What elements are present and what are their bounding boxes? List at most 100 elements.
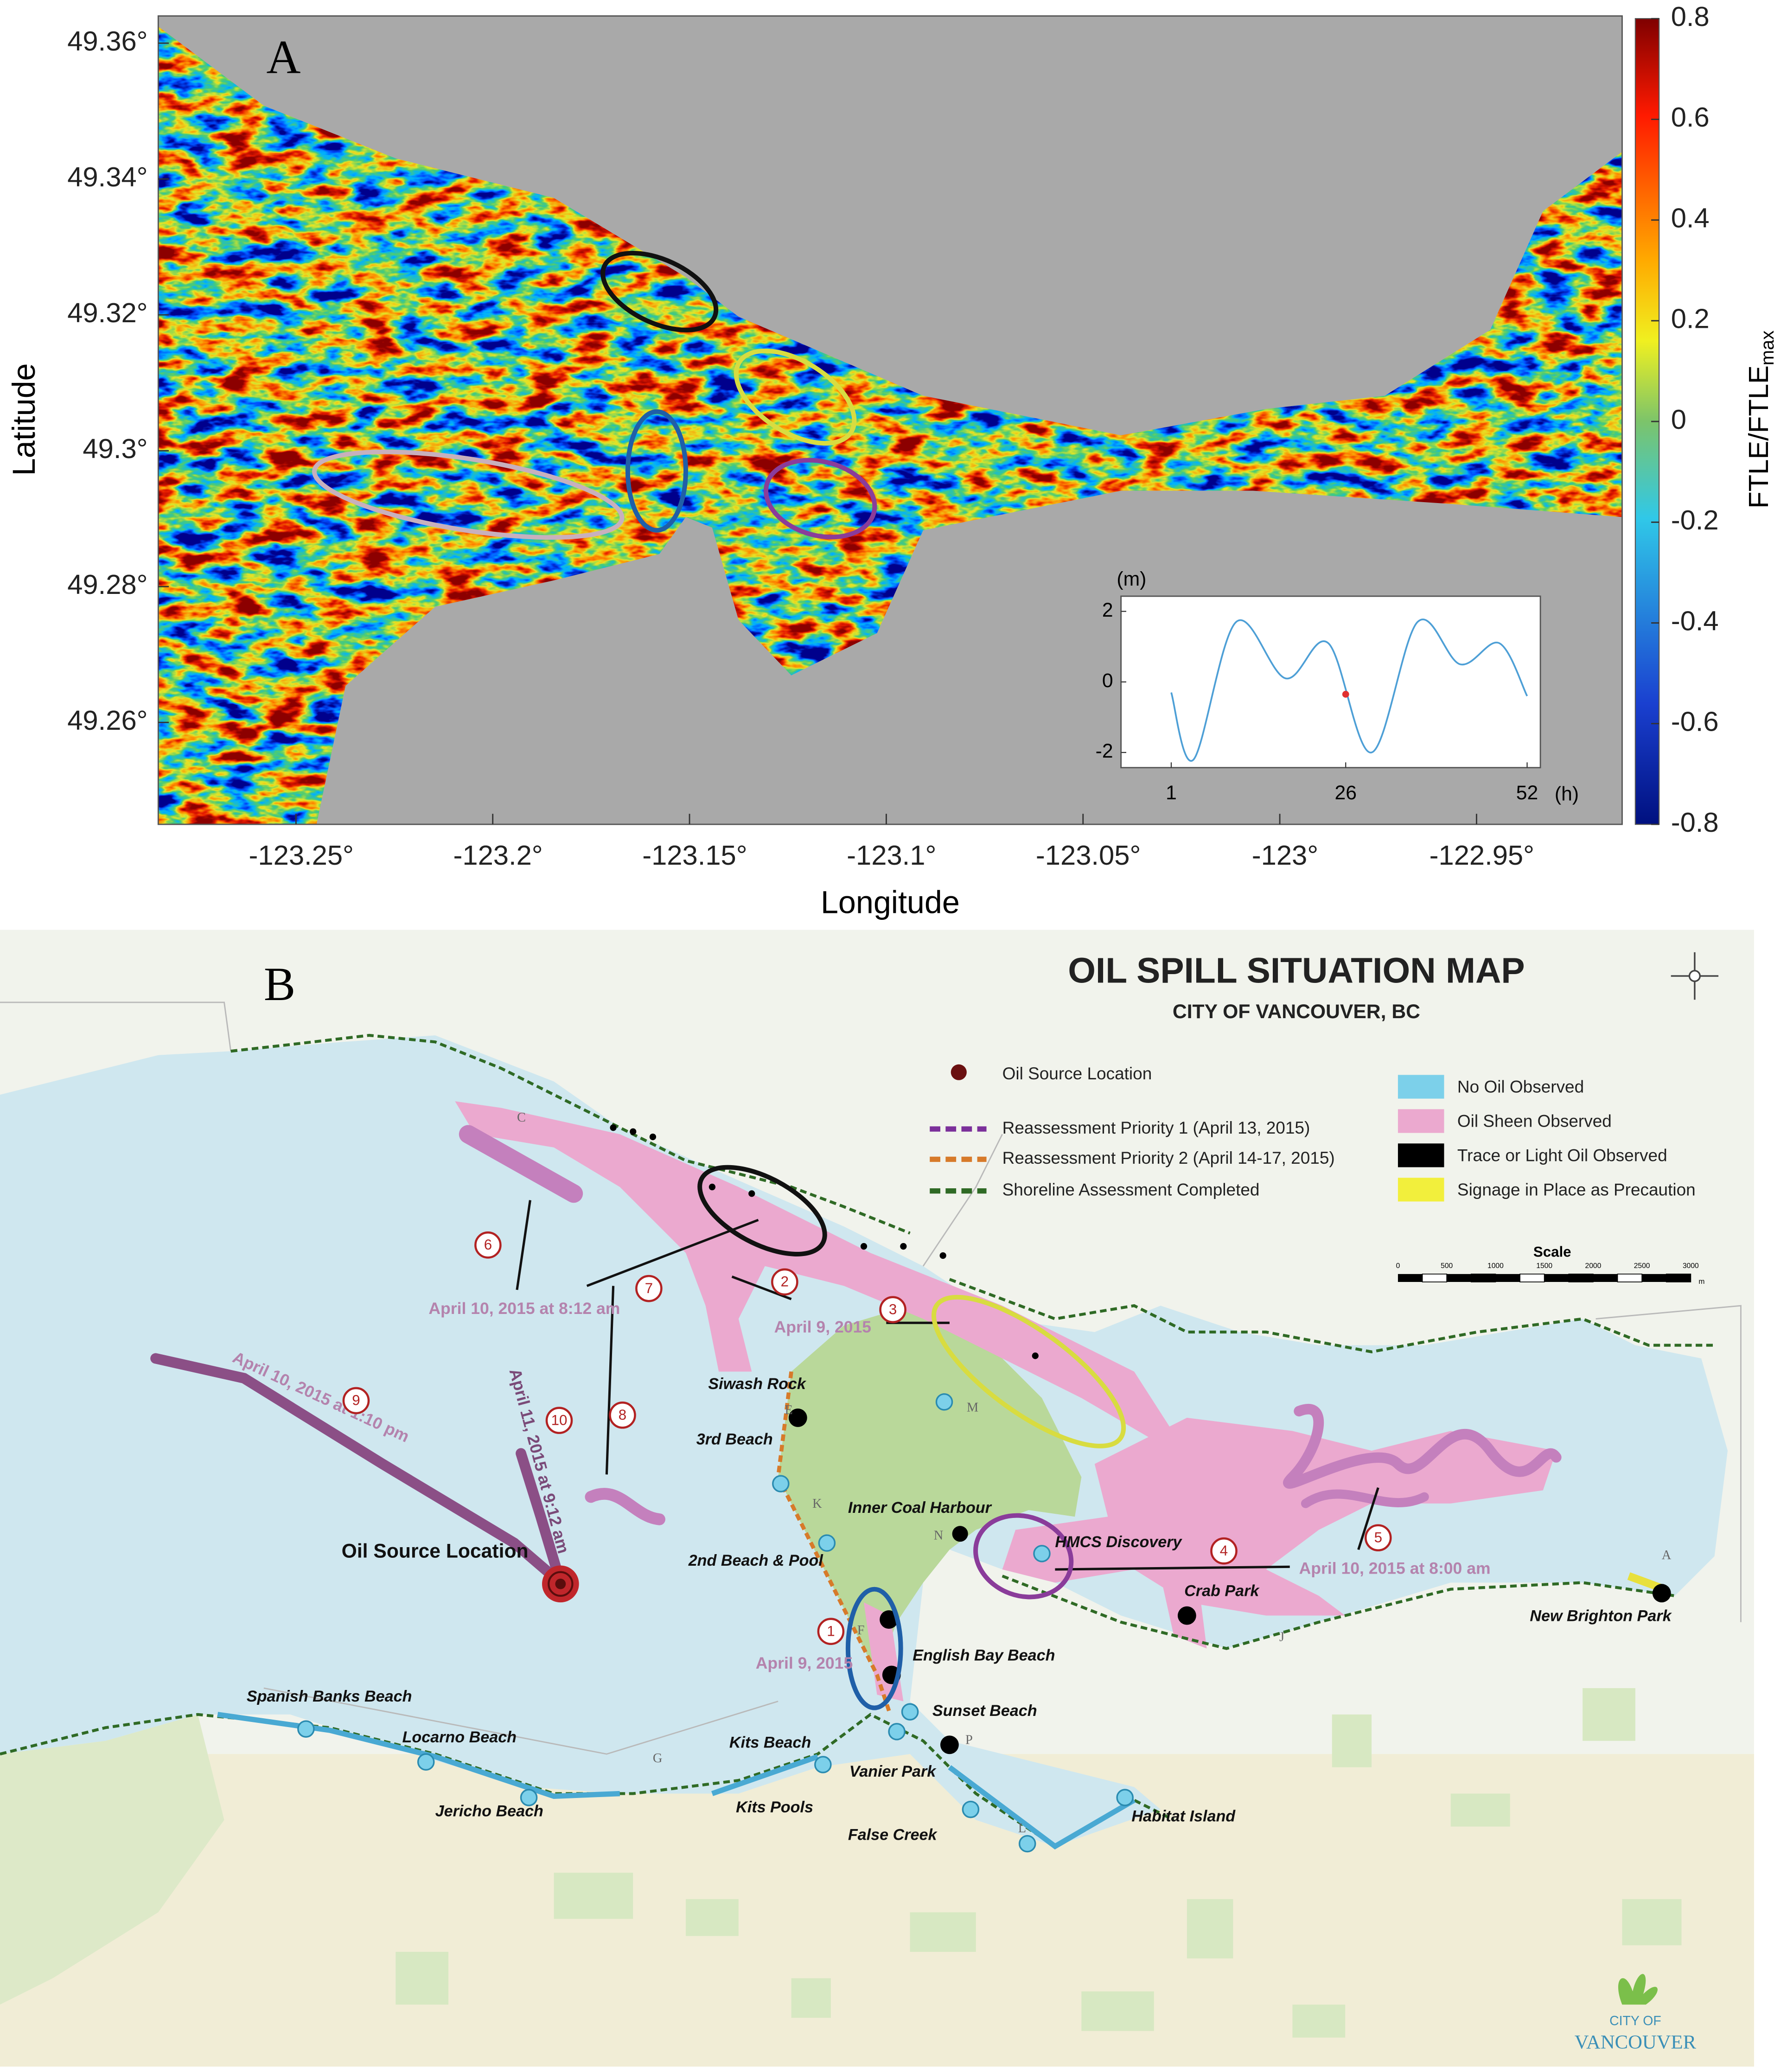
area-letter: J xyxy=(1279,1630,1284,1644)
tide-marker xyxy=(1342,691,1349,698)
area-badge xyxy=(635,1275,663,1302)
stanley-park xyxy=(778,1306,1082,1675)
panel-label: B xyxy=(264,958,295,1011)
y-tick-label: 49.32° xyxy=(67,297,147,328)
colorbar-tick-label: -0.6 xyxy=(1671,706,1719,737)
map-subtitle: CITY OF VANCOUVER, BC xyxy=(1173,1001,1420,1023)
logo-text: VANCOUVER xyxy=(1575,2032,1697,2053)
highlight-ellipse xyxy=(625,409,689,533)
area-letter: A xyxy=(1662,1548,1672,1562)
legend-swatch xyxy=(1398,1143,1444,1167)
area-letter: N xyxy=(934,1528,944,1543)
area-badge xyxy=(545,1407,573,1434)
inset-frame xyxy=(1120,595,1541,769)
trajectory xyxy=(150,1353,566,1588)
colorbar-tick-label: -0.4 xyxy=(1671,605,1719,636)
x-tick-label: -122.95° xyxy=(1430,840,1534,871)
colorbar-tick-label: 0.2 xyxy=(1671,303,1710,334)
place-label: English Bay Beach xyxy=(913,1647,1055,1664)
y-tick-label: 49.26° xyxy=(67,705,147,736)
date-label: April 9, 2015 xyxy=(756,1654,853,1672)
scale-segment xyxy=(1617,1274,1642,1282)
scale-bar: 0 500 1000 1500 2000 2500 3000 m xyxy=(1396,1262,1705,1286)
colorbar-tick-label: -0.8 xyxy=(1671,807,1719,838)
reassessment-line xyxy=(776,1371,892,1715)
highlight-ellipses xyxy=(697,1165,1126,1710)
colorbar-tick-label: 0.6 xyxy=(1671,102,1710,133)
x-tick-label: -123.1° xyxy=(847,840,936,871)
inset-x-tick-label: 52 xyxy=(1516,782,1538,804)
area-badge xyxy=(342,1387,370,1415)
y-tick-label: 49.36° xyxy=(67,26,147,57)
place-label: Kits Pools xyxy=(736,1798,813,1816)
x-axis-label: Longitude xyxy=(821,885,960,920)
scale-unit: m xyxy=(1698,1278,1704,1286)
inset-x-unit: (h) xyxy=(1555,783,1579,805)
area-letter: F xyxy=(857,1623,865,1638)
area-letter: L xyxy=(1018,1821,1026,1836)
legend-swatch xyxy=(951,1064,967,1080)
place-label: Kits Beach xyxy=(729,1734,811,1751)
area-numbers: 1 2 3 4 5 6 7 8 9 10 xyxy=(342,1231,1392,1645)
colorbar-tick-label: -0.2 xyxy=(1671,504,1719,536)
legend-swatch xyxy=(1398,1075,1444,1099)
scale-segment xyxy=(1642,1274,1666,1282)
legend-label: No Oil Observed xyxy=(1457,1077,1584,1097)
logo: CITY OF VANCOUVER xyxy=(1575,1974,1697,2053)
area-letter: G xyxy=(653,1751,663,1766)
area-badge xyxy=(771,1268,798,1296)
legend-label: Oil Sheen Observed xyxy=(1457,1112,1612,1131)
map xyxy=(0,930,1754,2067)
place-label: HMCS Discovery xyxy=(1055,1533,1182,1551)
map-title: OIL SPILL SITUATION MAP xyxy=(1068,951,1525,991)
no-oil-points xyxy=(297,1393,1134,1853)
scale-tick-label: 0 xyxy=(1396,1262,1400,1270)
inset-y-tick-label: 0 xyxy=(1102,669,1113,692)
legend-label: Reassessment Priority 1 (April 13, 2015) xyxy=(1002,1118,1310,1137)
x-tick-label: -123.2° xyxy=(453,840,542,871)
scale-segment xyxy=(1422,1274,1448,1282)
area-number: 9 xyxy=(352,1392,360,1409)
scale-segment xyxy=(1519,1274,1545,1282)
area-number: 8 xyxy=(619,1407,626,1423)
area-badge xyxy=(474,1231,502,1259)
area-letter: M xyxy=(967,1401,978,1415)
place-label: Habitat Island xyxy=(1131,1808,1236,1825)
scale-segment xyxy=(1544,1274,1569,1282)
area-number: 2 xyxy=(781,1274,789,1290)
source-label: Oil Source Location xyxy=(342,1540,529,1562)
area-letters: C E K N F G M J A P L xyxy=(517,1110,1672,1836)
legend-label: Reassessment Priority 2 (April 14-17, 20… xyxy=(1002,1148,1335,1167)
x-tick-label: -123.15° xyxy=(642,840,747,871)
area-badge xyxy=(879,1296,906,1323)
area-letter: E xyxy=(785,1403,792,1417)
no-oil-shoreline xyxy=(217,1712,1136,1850)
place-labels: Siwash Rock 3rd Beach Inner Coal Harbour… xyxy=(247,1375,1672,1844)
colorbar-label: FTLE/FTLEmax xyxy=(1743,331,1778,509)
logo-text: CITY OF xyxy=(1609,2014,1661,2028)
place-label: Siwash Rock xyxy=(708,1375,807,1393)
colorbar-tick-label: 0.4 xyxy=(1671,202,1710,233)
inset-x-tick-label: 1 xyxy=(1166,782,1177,804)
scale-segment xyxy=(1568,1274,1594,1282)
green-patches xyxy=(396,1688,1682,2038)
area-letter: P xyxy=(965,1733,973,1747)
place-label: Jericho Beach xyxy=(435,1802,543,1820)
legend-label: Trace or Light Oil Observed xyxy=(1457,1146,1667,1165)
scale-segment xyxy=(1447,1274,1471,1282)
scale-tick-label: 2500 xyxy=(1634,1262,1650,1270)
colorbar-label-main: FTLE/FTLE xyxy=(1743,365,1774,509)
date-label: April 10, 2015 at 8:12 am xyxy=(428,1299,620,1318)
area-badge xyxy=(609,1401,636,1429)
legend: Oil Source Location Reassessment Priorit… xyxy=(930,1064,1696,1202)
area-letter: C xyxy=(517,1110,526,1125)
area-number: 6 xyxy=(484,1237,492,1253)
place-label: False Creek xyxy=(848,1826,938,1844)
place-label: Crab Park xyxy=(1184,1582,1260,1600)
area-number: 7 xyxy=(645,1280,653,1296)
legend-label: Oil Source Location xyxy=(1002,1064,1152,1083)
scale-segment xyxy=(1593,1274,1618,1282)
highlight-ellipse xyxy=(734,348,857,446)
legend-label: Shoreline Assessment Completed xyxy=(1002,1180,1260,1199)
